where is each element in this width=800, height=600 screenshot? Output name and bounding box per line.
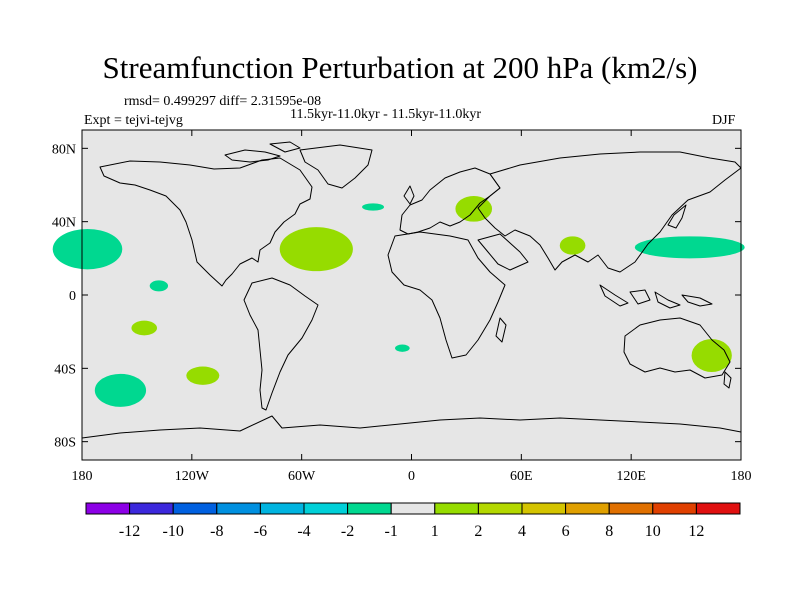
- colorbar-label: 8: [605, 523, 613, 540]
- season-label: DJF: [712, 113, 736, 128]
- colorbar-box: [216, 502, 261, 515]
- anomaly-south-pacific-small: [131, 320, 158, 336]
- y-tick-label: 80N: [52, 142, 76, 157]
- plot-title: Streamfunction Perturbation at 200 hPa (…: [102, 50, 698, 85]
- y-tick-label: 40N: [52, 216, 76, 231]
- colorbar-box: [695, 502, 741, 515]
- coast-british-isles: [403, 185, 415, 205]
- coast-madagascar: [495, 317, 507, 343]
- coast-asia: [477, 151, 742, 273]
- y-tick-label: 40S: [54, 362, 76, 377]
- coast-australia: [623, 317, 731, 379]
- x-tick-label: 180: [72, 469, 93, 484]
- x-tick-label: 60W: [288, 469, 316, 484]
- anomaly-east-australia: [691, 339, 732, 372]
- colorbar-label: 1: [431, 523, 439, 540]
- x-tick-label: 180: [731, 469, 752, 484]
- colorbar: -12 -10 -8 -6 -4 -2 -1 1 2 4 6 8 10 12: [85, 502, 741, 540]
- coast-indonesia: [599, 284, 713, 309]
- y-axis: 80N 40N 0 40S 80S: [52, 142, 741, 451]
- anomaly-india: [559, 236, 586, 255]
- colorbar-label: -10: [163, 523, 184, 540]
- colorbar-box: [347, 502, 392, 515]
- colorbar-box: [303, 502, 349, 515]
- anomaly-mid-atlantic-small: [362, 203, 385, 211]
- colorbar-box: [85, 502, 131, 515]
- experiment-label: Expt = tejvi-tejvg: [84, 113, 183, 128]
- colorbar-label: -12: [119, 523, 140, 540]
- coast-japan: [667, 204, 687, 229]
- colorbar-box: [521, 502, 567, 515]
- x-tick-label: 120E: [616, 469, 646, 484]
- colorbar-box: [129, 502, 174, 515]
- period-label: 11.5kyr-11.0kyr - 11.5kyr-11.0kyr: [290, 107, 481, 122]
- colorbar-label: -8: [210, 523, 223, 540]
- colorbar-label: -2: [341, 523, 354, 540]
- coastlines: [81, 141, 742, 439]
- anomaly-west-pacific-jet: [634, 236, 745, 259]
- colorbar-label: -1: [385, 523, 398, 540]
- coast-new-zealand: [723, 371, 732, 389]
- colorbar-label: -4: [297, 523, 310, 540]
- anomaly-layer: [52, 196, 745, 407]
- coast-canadian-islands: [224, 141, 301, 163]
- anomaly-north-atlantic: [279, 227, 353, 272]
- colorbar-label: 6: [562, 523, 570, 540]
- anomaly-south-pacific-large: [94, 373, 147, 407]
- anomaly-east-pacific-tropics: [149, 280, 169, 292]
- x-axis: 180 120W 60W 0 60E 120E 180: [72, 130, 752, 484]
- x-tick-label: 0: [408, 469, 415, 484]
- map-background: [82, 130, 741, 460]
- coast-arabia: [477, 233, 529, 271]
- anomaly-south-atlantic-small: [395, 344, 410, 352]
- coast-south-america: [243, 277, 319, 411]
- colorbar-label: 12: [688, 523, 704, 540]
- colorbar-label: -6: [254, 523, 267, 540]
- colorbar-box: [652, 502, 697, 515]
- y-tick-label: 80S: [54, 436, 76, 451]
- colorbar-label: 4: [518, 523, 526, 540]
- x-tick-label: 60E: [510, 469, 533, 484]
- coast-north-america: [99, 157, 313, 287]
- x-tick-label: 120W: [175, 469, 210, 484]
- anomaly-central-pacific-north: [52, 229, 123, 270]
- coast-antarctica: [81, 415, 742, 439]
- coast-africa: [387, 231, 506, 359]
- colorbar-box: [390, 502, 436, 515]
- colorbar-box: [259, 502, 305, 515]
- coast-greenland: [299, 144, 373, 189]
- colorbar-box: [608, 502, 654, 515]
- y-tick-label: 0: [69, 289, 76, 304]
- stats-label: rmsd= 0.499297 diff= 2.31595e-08: [124, 94, 322, 109]
- colorbar-box: [565, 502, 610, 515]
- colorbar-box: [172, 502, 218, 515]
- colorbar-label: 10: [645, 523, 661, 540]
- colorbar-box: [477, 502, 523, 515]
- anomaly-south-pacific-mid: [186, 366, 220, 385]
- colorbar-label: 2: [474, 523, 482, 540]
- colorbar-box: [434, 502, 479, 515]
